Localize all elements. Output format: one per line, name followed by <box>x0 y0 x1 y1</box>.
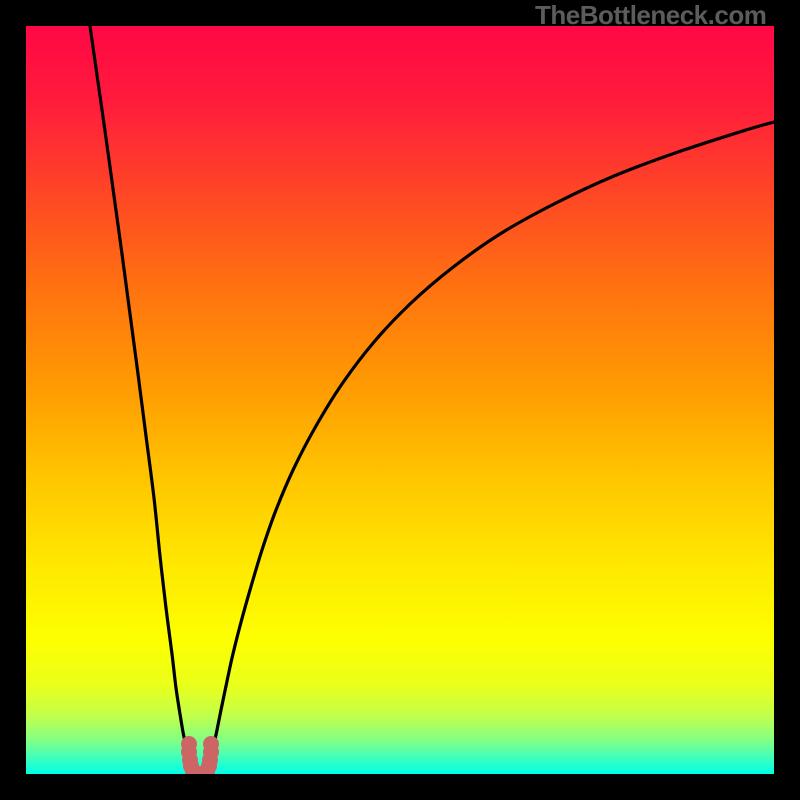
right-curve <box>211 122 774 758</box>
curves-svg <box>26 26 774 774</box>
border-right <box>774 0 800 800</box>
watermark-text: TheBottleneck.com <box>535 0 766 31</box>
border-bottom <box>0 774 800 800</box>
chart-frame: TheBottleneck.com <box>0 0 800 800</box>
border-left <box>0 0 26 800</box>
plot-area <box>26 26 774 774</box>
left-curve <box>90 26 189 758</box>
valley-marker <box>203 736 219 752</box>
